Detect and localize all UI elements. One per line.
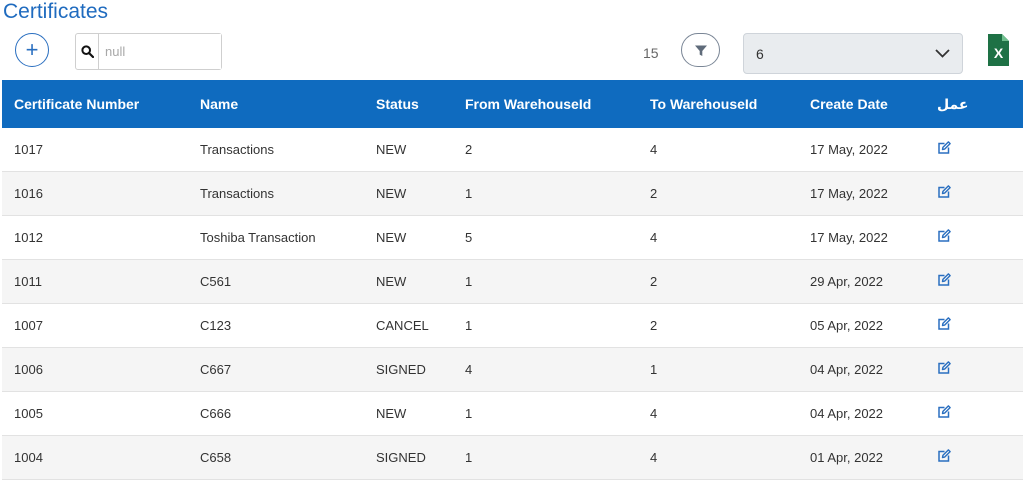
- cell-to-warehouse: 1: [638, 347, 798, 392]
- page-size-value: 6: [756, 45, 764, 62]
- cell-action: [925, 435, 1023, 480]
- table-row: 1005 C666 NEW 1 4 04 Apr, 2022: [2, 391, 1023, 436]
- cell-from-warehouse: 1: [453, 259, 638, 304]
- column-header-name[interactable]: Name: [188, 80, 364, 128]
- cell-certificate-number: 1017: [2, 128, 188, 172]
- table-row: 1017 Transactions NEW 2 4 17 May, 2022: [2, 128, 1023, 172]
- cell-action: [925, 259, 1023, 304]
- cell-status: NEW: [364, 128, 453, 172]
- funnel-icon: [694, 45, 707, 56]
- table-row: 1016 Transactions NEW 1 2 17 May, 2022: [2, 171, 1023, 216]
- cell-status: NEW: [364, 215, 453, 260]
- edit-icon[interactable]: [937, 405, 951, 422]
- cell-name: C666: [188, 391, 364, 436]
- cell-from-warehouse: 1: [453, 391, 638, 436]
- column-header-from-warehouse[interactable]: From WarehouseId: [453, 80, 638, 128]
- cell-certificate-number: 1016: [2, 171, 188, 216]
- cell-name: Transactions: [188, 171, 364, 216]
- export-excel-button[interactable]: X: [986, 33, 1010, 67]
- cell-to-warehouse: 4: [638, 435, 798, 480]
- add-certificate-button[interactable]: +: [15, 33, 49, 67]
- edit-icon[interactable]: [937, 449, 951, 466]
- edit-icon[interactable]: [937, 317, 951, 334]
- cell-action: [925, 215, 1023, 260]
- cell-certificate-number: 1011: [2, 259, 188, 304]
- chevron-down-icon: [935, 49, 950, 58]
- cell-create-date: 17 May, 2022: [798, 171, 925, 216]
- table-header-row: Certificate Number Name Status From Ware…: [2, 80, 1023, 128]
- column-header-status[interactable]: Status: [364, 80, 453, 128]
- cell-from-warehouse: 4: [453, 347, 638, 392]
- cell-status: NEW: [364, 391, 453, 436]
- search-input[interactable]: [99, 34, 221, 69]
- cell-action: [925, 391, 1023, 436]
- cell-from-warehouse: 1: [453, 435, 638, 480]
- column-header-create-date[interactable]: Create Date: [798, 80, 925, 128]
- cell-to-warehouse: 4: [638, 391, 798, 436]
- cell-status: CANCEL: [364, 303, 453, 348]
- cell-status: NEW: [364, 259, 453, 304]
- cell-to-warehouse: 4: [638, 128, 798, 172]
- cell-to-warehouse: 2: [638, 303, 798, 348]
- cell-name: C658: [188, 435, 364, 480]
- cell-create-date: 04 Apr, 2022: [798, 347, 925, 392]
- cell-name: Toshiba Transaction: [188, 215, 364, 260]
- cell-name: C561: [188, 259, 364, 304]
- cell-create-date: 29 Apr, 2022: [798, 259, 925, 304]
- cell-to-warehouse: 2: [638, 171, 798, 216]
- cell-create-date: 04 Apr, 2022: [798, 391, 925, 436]
- page-title: Certificates: [3, 0, 109, 23]
- plus-icon: +: [25, 37, 39, 62]
- table-row: 1004 C658 SIGNED 1 4 01 Apr, 2022: [2, 435, 1023, 480]
- cell-certificate-number: 1004: [2, 435, 188, 480]
- cell-from-warehouse: 2: [453, 128, 638, 172]
- search-box: [75, 33, 222, 70]
- cell-to-warehouse: 4: [638, 215, 798, 260]
- column-header-action: عمل: [925, 80, 1023, 128]
- cell-to-warehouse: 2: [638, 259, 798, 304]
- svg-text:X: X: [994, 45, 1004, 61]
- edit-icon[interactable]: [937, 361, 951, 378]
- cell-name: C123: [188, 303, 364, 348]
- excel-icon: X: [988, 34, 1009, 66]
- cell-action: [925, 347, 1023, 392]
- page-size-select[interactable]: 6: [743, 33, 963, 74]
- cell-certificate-number: 1007: [2, 303, 188, 348]
- cell-certificate-number: 1006: [2, 347, 188, 392]
- edit-icon[interactable]: [937, 229, 951, 246]
- cell-create-date: 05 Apr, 2022: [798, 303, 925, 348]
- cell-name: C667: [188, 347, 364, 392]
- cell-action: [925, 303, 1023, 348]
- search-icon[interactable]: [76, 34, 99, 69]
- cell-certificate-number: 1012: [2, 215, 188, 260]
- cell-from-warehouse: 1: [453, 303, 638, 348]
- edit-icon[interactable]: [937, 141, 951, 158]
- column-header-to-warehouse[interactable]: To WarehouseId: [638, 80, 798, 128]
- cell-certificate-number: 1005: [2, 391, 188, 436]
- table-row: 1011 C561 NEW 1 2 29 Apr, 2022: [2, 259, 1023, 304]
- record-count: 15: [643, 45, 659, 61]
- cell-action: [925, 128, 1023, 172]
- cell-create-date: 01 Apr, 2022: [798, 435, 925, 480]
- cell-status: SIGNED: [364, 347, 453, 392]
- column-header-certificate-number[interactable]: Certificate Number: [2, 80, 188, 128]
- cell-status: NEW: [364, 171, 453, 216]
- cell-create-date: 17 May, 2022: [798, 128, 925, 172]
- cell-create-date: 17 May, 2022: [798, 215, 925, 260]
- table-row: 1012 Toshiba Transaction NEW 5 4 17 May,…: [2, 215, 1023, 260]
- table-row: 1006 C667 SIGNED 4 1 04 Apr, 2022: [2, 347, 1023, 392]
- cell-name: Transactions: [188, 128, 364, 172]
- cell-action: [925, 171, 1023, 216]
- table-row: 1007 C123 CANCEL 1 2 05 Apr, 2022: [2, 303, 1023, 348]
- cell-status: SIGNED: [364, 435, 453, 480]
- edit-icon[interactable]: [937, 273, 951, 290]
- certificates-table: Certificate Number Name Status From Ware…: [2, 80, 1023, 480]
- cell-from-warehouse: 5: [453, 215, 638, 260]
- filter-button[interactable]: [681, 33, 720, 67]
- edit-icon[interactable]: [937, 185, 951, 202]
- cell-from-warehouse: 1: [453, 171, 638, 216]
